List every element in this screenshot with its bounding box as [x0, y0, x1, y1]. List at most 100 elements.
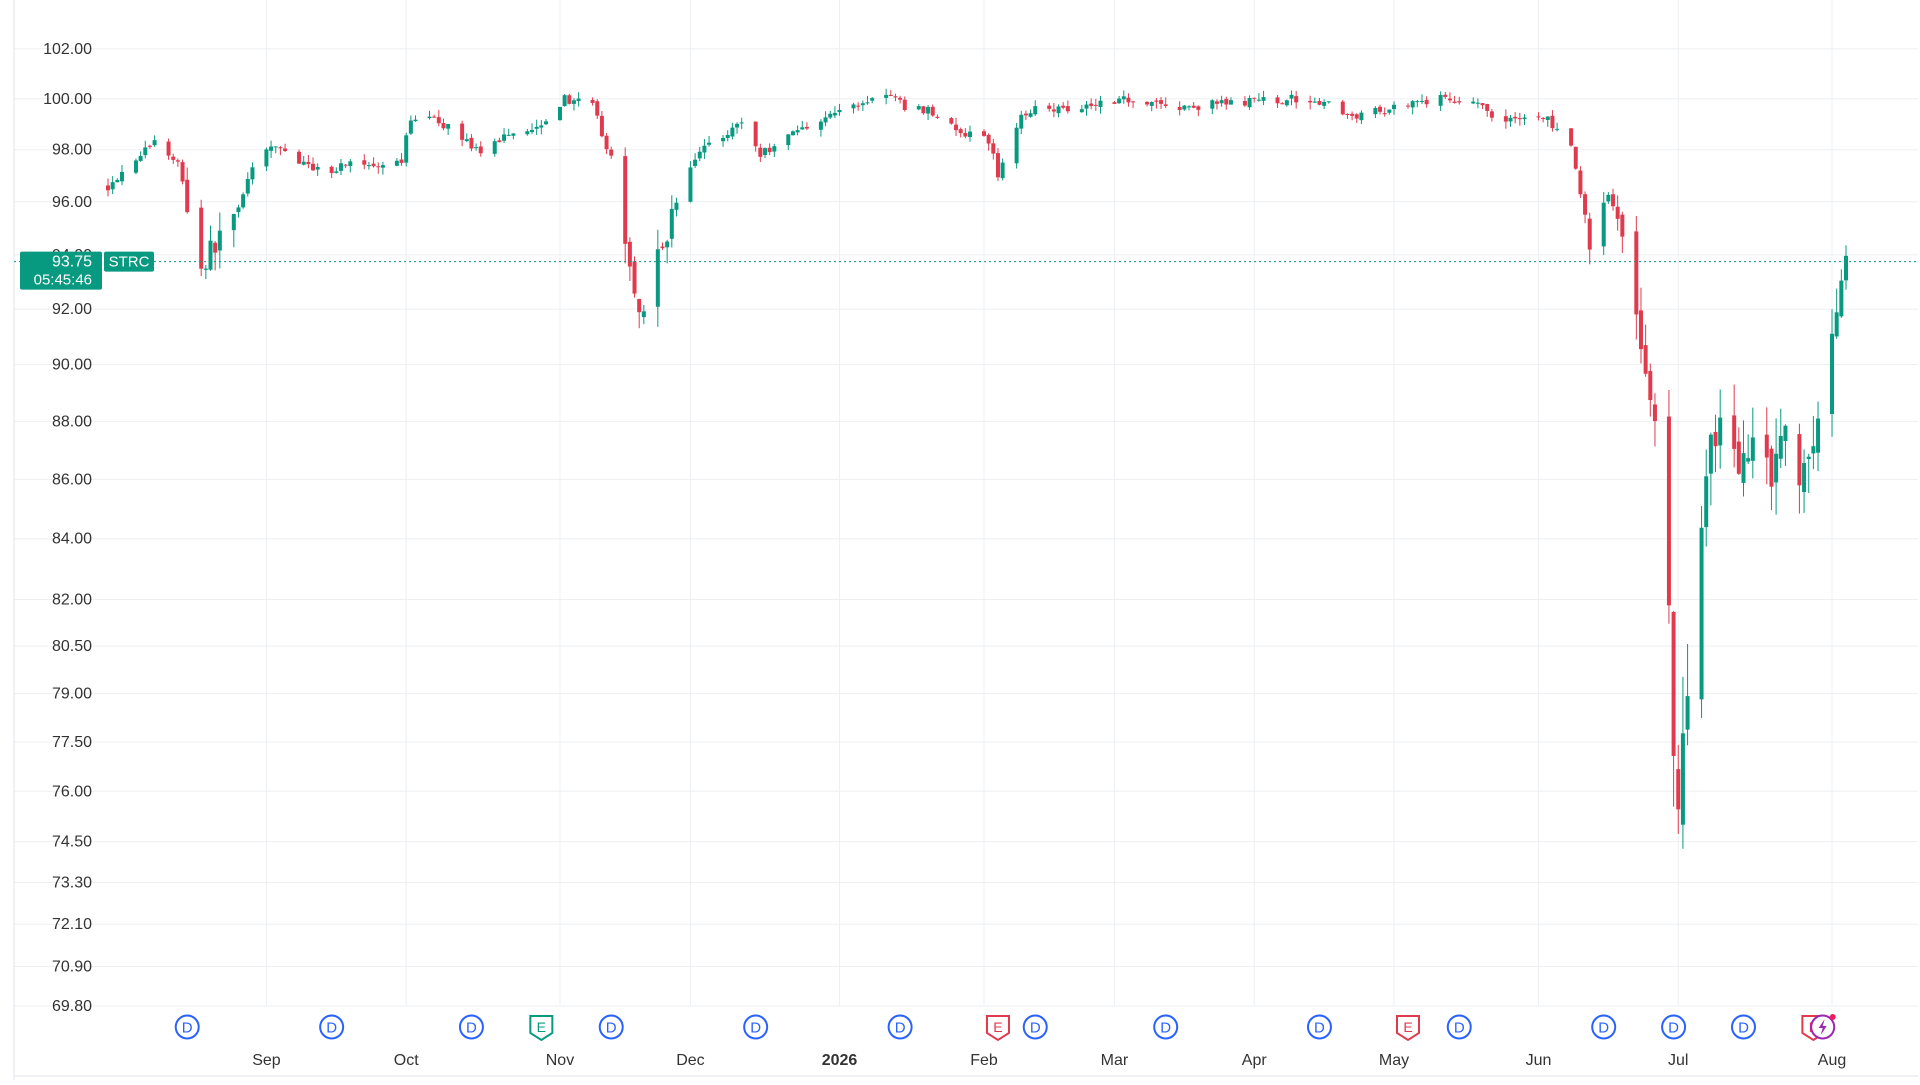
candle[interactable]	[376, 162, 381, 174]
candle[interactable]	[1098, 95, 1103, 114]
candle[interactable]	[534, 119, 539, 135]
candle[interactable]	[1844, 245, 1848, 290]
dividend-marker[interactable]: D	[1591, 1014, 1617, 1040]
candle[interactable]	[119, 165, 124, 186]
candle[interactable]	[595, 99, 600, 119]
candle[interactable]	[138, 151, 143, 162]
candle[interactable]	[735, 122, 740, 134]
candle[interactable]	[1154, 97, 1159, 109]
candle[interactable]	[469, 134, 474, 152]
candle[interactable]	[1611, 188, 1616, 211]
candle[interactable]	[1708, 432, 1713, 506]
candle[interactable]	[1065, 100, 1070, 114]
candle[interactable]	[991, 138, 996, 160]
dividend-marker[interactable]: D	[1661, 1014, 1687, 1040]
candle[interactable]	[166, 138, 171, 160]
candle[interactable]	[739, 117, 744, 130]
candle[interactable]	[175, 158, 180, 167]
candle[interactable]	[1811, 415, 1816, 470]
candle[interactable]	[1830, 309, 1835, 437]
candle[interactable]	[394, 158, 399, 167]
candle[interactable]	[1028, 109, 1033, 118]
candle[interactable]	[1340, 99, 1345, 116]
candle[interactable]	[800, 120, 805, 130]
candle[interactable]	[1289, 90, 1294, 106]
candle[interactable]	[888, 90, 893, 97]
candle[interactable]	[1452, 95, 1457, 104]
candle[interactable]	[1764, 407, 1769, 485]
candle[interactable]	[1457, 96, 1462, 105]
candle[interactable]	[1713, 414, 1718, 473]
candle[interactable]	[995, 148, 1000, 182]
candle[interactable]	[1382, 107, 1387, 117]
candle[interactable]	[669, 195, 674, 248]
candle[interactable]	[413, 115, 418, 122]
candle[interactable]	[1121, 90, 1126, 104]
candle[interactable]	[115, 178, 120, 183]
candle[interactable]	[832, 106, 837, 118]
candle[interactable]	[245, 172, 250, 197]
candle[interactable]	[1601, 192, 1606, 256]
candle[interactable]	[497, 137, 502, 143]
candle[interactable]	[1704, 449, 1709, 547]
candle[interactable]	[609, 146, 614, 159]
candle[interactable]	[1392, 101, 1397, 115]
candle[interactable]	[1280, 102, 1285, 105]
candle[interactable]	[1485, 103, 1490, 117]
candle[interactable]	[762, 147, 767, 158]
candle[interactable]	[1312, 97, 1317, 103]
candle[interactable]	[217, 212, 222, 269]
candle[interactable]	[856, 102, 861, 111]
candle[interactable]	[1443, 91, 1448, 99]
candle[interactable]	[870, 96, 875, 104]
candle[interactable]	[1517, 112, 1522, 126]
candle[interactable]	[143, 140, 148, 159]
candle[interactable]	[1606, 192, 1611, 204]
candle[interactable]	[1746, 434, 1751, 465]
candle[interactable]	[1247, 95, 1252, 110]
candle[interactable]	[758, 143, 763, 162]
candle[interactable]	[338, 158, 343, 176]
candle[interactable]	[954, 117, 959, 136]
candle[interactable]	[1750, 407, 1755, 479]
candle[interactable]	[1643, 324, 1648, 377]
candle[interactable]	[1424, 96, 1429, 108]
candle[interactable]	[1191, 102, 1196, 109]
candle[interactable]	[837, 103, 842, 116]
candle[interactable]	[1224, 96, 1229, 110]
candle[interactable]	[1373, 106, 1378, 119]
candle[interactable]	[707, 135, 712, 147]
candle[interactable]	[851, 102, 856, 114]
candle[interactable]	[1317, 97, 1322, 106]
candle[interactable]	[1583, 191, 1588, 224]
candle[interactable]	[1196, 105, 1201, 117]
candle[interactable]	[623, 147, 628, 264]
dividend-marker[interactable]: D	[1022, 1014, 1048, 1040]
candle[interactable]	[1284, 99, 1289, 107]
candle[interactable]	[637, 298, 642, 329]
candle[interactable]	[1056, 104, 1061, 118]
candle[interactable]	[1834, 288, 1839, 339]
candle[interactable]	[1242, 96, 1247, 107]
candle[interactable]	[1774, 418, 1779, 515]
candle[interactable]	[427, 110, 432, 120]
candle[interactable]	[1350, 111, 1355, 121]
candle[interactable]	[930, 104, 935, 117]
candle[interactable]	[1513, 112, 1518, 124]
candle[interactable]	[1359, 110, 1364, 125]
candle[interactable]	[301, 156, 306, 166]
candle[interactable]	[767, 143, 772, 156]
candle[interactable]	[1345, 113, 1350, 119]
candle[interactable]	[1163, 97, 1168, 109]
candle[interactable]	[306, 155, 311, 169]
candle[interactable]	[1555, 122, 1560, 132]
dividend-marker[interactable]: D	[174, 1014, 200, 1040]
candle[interactable]	[1354, 113, 1359, 123]
candle[interactable]	[171, 153, 176, 164]
candle[interactable]	[133, 158, 138, 175]
candle[interactable]	[804, 122, 809, 131]
candle[interactable]	[1126, 93, 1131, 107]
candle[interactable]	[1685, 644, 1690, 746]
candle[interactable]	[492, 138, 497, 157]
candle[interactable]	[1778, 408, 1783, 468]
